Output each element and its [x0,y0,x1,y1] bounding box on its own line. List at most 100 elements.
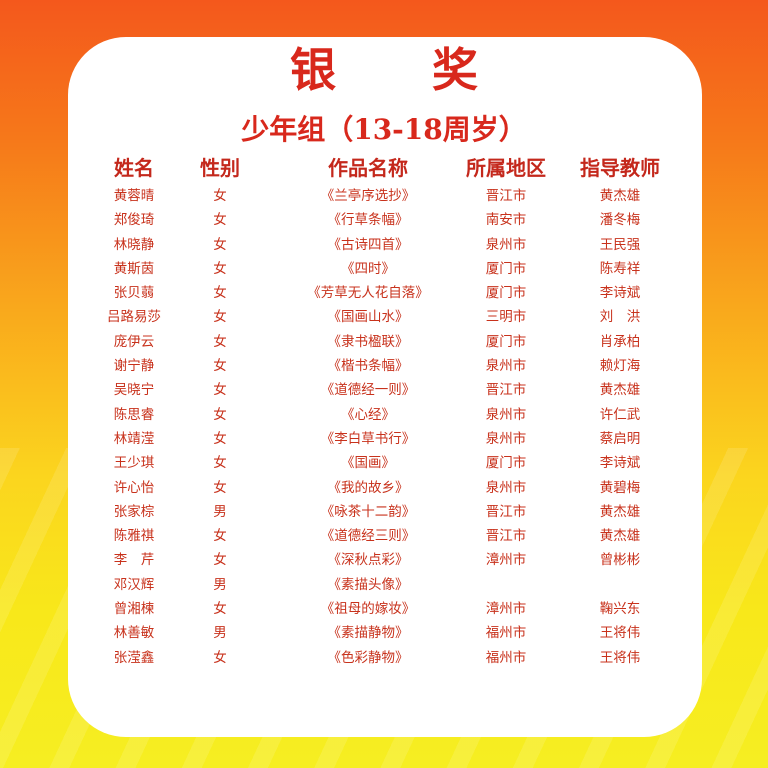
cell-name: 郑俊琦 [113,212,155,229]
cell-work: 《心经》 [341,406,395,423]
cell-region: 漳州市 [485,552,527,569]
cell-name: 林晓静 [113,236,155,253]
cell-region: 晋江市 [485,382,527,399]
cell-region: 漳州市 [485,601,527,618]
cell-gender: 女 [213,358,227,375]
header-work: 作品名称 [328,156,408,180]
cell-gender: 女 [213,552,227,569]
cell-gender: 男 [213,503,227,520]
cell-name: 张家棕 [113,503,155,520]
cell-name: 吴晓宁 [113,382,155,399]
cell-work: 《素描头像》 [327,576,409,593]
cell-gender: 女 [213,260,227,277]
award-table: 姓名 性别 作品名称 所属地区 指导教师 黄蓉晴女《兰亭序选抄》 晋江市 黄杰雄 郑俊… [0,152,768,670]
cell-work: 《国画山水》 [327,309,409,326]
group-subtitle: 少年组（13-18周岁） [241,113,527,146]
cell-region: 厦门市 [485,333,527,350]
cell-teacher: 李诗斌 [599,455,641,472]
cell-teacher: 黄杰雄 [599,382,641,399]
cell-region: 厦门市 [485,285,527,302]
cell-region: 三明市 [485,309,527,326]
table-row: 吕路易莎 女 《国画山水》 三明市 刘 洪 [0,305,768,329]
cell-gender: 女 [213,430,227,447]
cell-teacher: 潘冬梅 [599,212,641,229]
cell-gender: 女 [213,236,227,253]
cell-name: 林靖滢 [113,430,155,447]
cell-region: 晋江市 [485,188,527,204]
cell-region: 南安市 [485,212,527,229]
cell-name: 吕路易莎 [107,309,161,326]
header-gender: 性别 [200,156,240,180]
header-region: 所属地区 [466,156,546,180]
cell-gender: 女 [213,188,227,204]
table-row: 庞伊云 女 《隶书楹联》 厦门市 肖承柏 [0,330,768,354]
table-header: 姓名 性别 作品名称 所属地区 指导教师 [0,152,768,184]
cell-teacher: 蔡启明 [599,430,641,447]
cell-region: 厦门市 [485,260,527,277]
cell-gender: 女 [213,455,227,472]
cell-teacher: 肖承柏 [599,333,641,350]
cell-name: 黄蓉晴 [113,188,155,204]
cell-region: 泉州市 [485,236,527,253]
cell-name: 陈思睿 [113,406,155,423]
cell-name: 张贝蒻 [113,285,155,302]
cell-name: 黄斯茵 [113,260,155,277]
cell-name: 陈雅祺 [113,528,155,545]
cell-teacher: 黄碧梅 [599,479,641,496]
cell-name: 谢宁静 [113,358,155,375]
table-row: 林晓静 女 《古诗四首》 泉州市 王民强 [0,233,768,257]
cell-teacher: 刘 洪 [599,309,641,326]
cell-teacher: 赖灯海 [599,358,641,375]
cell-name: 张滢鑫 [113,649,155,666]
cell-name: 许心怡 [113,479,155,496]
cell-work: 《楷书条幅》 [327,358,409,375]
cell-work: 《道德经一则》 [320,382,416,399]
cell-gender: 女 [213,382,227,399]
cell-teacher: 黄杰雄 [599,188,641,204]
page-title: 银 奖 [289,43,518,97]
cell-name: 王少琪 [113,455,155,472]
cell-name: 李 芹 [113,552,155,569]
cell-work: 《深秋点彩》 [327,552,409,569]
table-row: 黄斯茵 女 《四时》 厦门市 陈寿祥 [0,257,768,281]
cell-teacher: 鞠兴东 [599,601,641,618]
table-row: 谢宁静 女 《楷书条幅》 泉州市 赖灯海 [0,354,768,378]
cell-work: 《行草条幅》 [327,212,409,229]
cell-teacher: 王将伟 [599,649,641,666]
cell-region: 晋江市 [485,528,527,545]
cell-region: 福州市 [485,625,527,642]
cell-gender: 男 [213,576,227,593]
cell-teacher: 黄杰雄 [599,503,641,520]
cell-name: 邓汉辉 [113,576,155,593]
cell-work: 《李白草书行》 [320,430,416,447]
cell-work: 《素描静物》 [327,625,409,642]
cell-name: 曾湘楝 [113,601,155,618]
cell-work: 《国画》 [341,455,395,472]
cell-gender: 女 [213,406,227,423]
cell-region: 晋江市 [485,503,527,520]
table-row: 陈雅祺 女 《道德经三则》 晋江市 黄杰雄 [0,524,768,548]
table-row: 张滢鑫 女 《色彩静物》 福州市 王将伟 [0,646,768,670]
cell-work: 《芳草无人花自落》 [307,285,429,302]
header-teacher: 指导教师 [580,156,660,180]
cell-name: 林善敏 [113,625,155,642]
cell-gender: 女 [213,479,227,496]
white-panel [68,37,702,737]
cell-teacher: 许仁武 [599,406,641,423]
table-row: 郑俊琦 女 《行草条幅》 南安市 潘冬梅 [0,208,768,232]
cell-work: 《隶书楹联》 [327,333,409,350]
cell-name: 庞伊云 [113,333,155,350]
cell-region: 泉州市 [485,479,527,496]
table-row: 李 芹 女 《深秋点彩》 漳州市 曾彬彬 [0,548,768,572]
table-row: 许心怡 女 《我的故乡》 泉州市 黄碧梅 [0,476,768,500]
cell-gender: 女 [213,601,227,618]
cell-work: 《古诗四首》 [327,236,409,253]
cell-work: 《兰亭序选抄》 [320,188,416,204]
cell-teacher: 王将伟 [599,625,641,642]
table-row: 曾湘楝 女 《祖母的嫁妆》 漳州市 鞠兴东 [0,597,768,621]
cell-region: 福州市 [485,649,527,666]
cell-work: 《我的故乡》 [327,479,409,496]
cell-gender: 女 [213,212,227,229]
table-row: 张家棕 男 《咏茶十二韵》 晋江市 黄杰雄 [0,500,768,524]
